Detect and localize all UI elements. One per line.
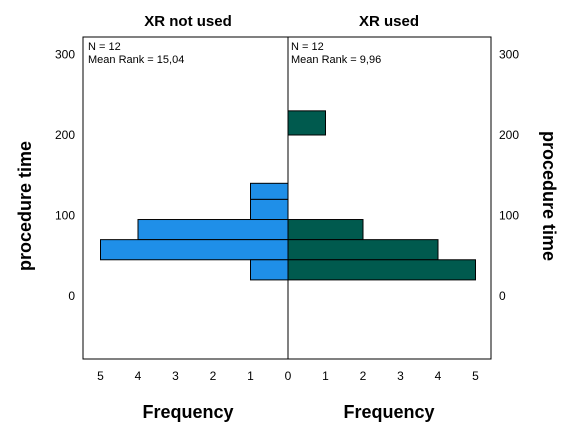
right-mean-rank-label: Mean Rank = 9,96 [291,54,381,66]
y-tick-right-100: 100 [499,209,519,223]
x-tick-right-2: 2 [360,369,367,383]
plot-frame [82,36,492,360]
x-tick-left-1: 1 [247,369,254,383]
bar-right-bin-3 [287,219,364,241]
y-tick-right-0: 0 [499,289,506,303]
x-axis-title-right: Frequency [343,402,434,422]
bar-left-bin-5 [250,259,289,281]
bars-group [100,110,476,281]
y-tick-right-200: 200 [499,128,519,142]
left-mean-rank-label: Mean Rank = 15,04 [88,54,184,66]
x-tick-right-3: 3 [397,369,404,383]
y-tick-left-200: 200 [55,128,75,142]
y-tick-left-100: 100 [55,209,75,223]
x-tick-left-3: 3 [172,369,179,383]
bar-right-bin-0 [287,110,326,136]
x-tick-left-2: 2 [210,369,217,383]
x-tick-right-1: 1 [322,369,329,383]
left-n-label: N = 12 [88,41,121,53]
bar-right-bin-4 [287,239,439,261]
x-tick-right-4: 4 [435,369,442,383]
bar-right-bin-5 [287,259,476,281]
x-tick-left-5: 5 [97,369,104,383]
x-tick-right-5: 5 [472,369,479,383]
y-axis-title-right: procedure time [539,131,559,261]
bar-left-bin-4 [100,239,289,261]
left-panel-title: XR not used [144,13,232,30]
bar-left-bin-1 [250,182,289,200]
y-tick-left-0: 0 [68,289,75,303]
x-tick-left-4: 4 [135,369,142,383]
y-tick-left-300: 300 [55,48,75,62]
y-axis-title-left: procedure time [15,141,35,271]
x-ticks-group: 5 4 3 2 1 0 1 2 3 4 5 [97,369,479,383]
right-n-label: N = 12 [291,41,324,53]
bar-left-bin-2 [250,198,289,221]
x-tick-left-0: 0 [285,369,292,383]
x-axis-title-left: Frequency [142,402,233,422]
y-ticks-group: 0 0 100 100 200 200 300 300 [55,48,519,304]
y-tick-right-300: 300 [499,48,519,62]
right-panel-title: XR used [359,13,419,30]
bar-left-bin-3 [137,219,289,241]
